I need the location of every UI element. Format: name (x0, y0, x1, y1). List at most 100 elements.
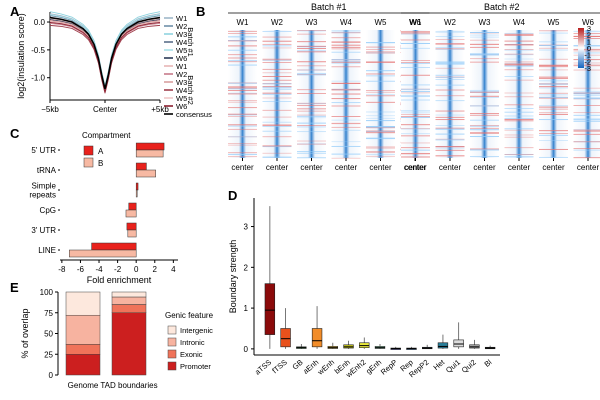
b-heatmap-row (262, 79, 292, 81)
b-heatmap-row (331, 41, 361, 43)
a-y-tick-label: -1.0 (31, 74, 45, 83)
e-legend-label: Intergenic (180, 326, 213, 335)
a-legend-label: W4 (176, 38, 187, 47)
b-heatmap-row (573, 149, 600, 151)
c-bar-a (135, 182, 139, 191)
b-heatmap-row (470, 91, 499, 93)
e-legend-label: Intronic (180, 338, 205, 347)
b-heatmap-row (262, 47, 292, 49)
a-legend-label: W2 (176, 22, 187, 31)
b-heatmap-row (228, 107, 257, 109)
b-heatmap-row (228, 40, 257, 42)
b-heatmap-row (435, 48, 465, 50)
c-bar-b (135, 169, 156, 178)
e-bar-segment-promoter (111, 312, 147, 376)
d-box-atss (264, 283, 276, 335)
b-heatmap-row (366, 132, 395, 133)
b-heatmap-row (331, 88, 361, 90)
b-heatmap-row (228, 156, 257, 158)
a-x-tick-label: Center (93, 105, 117, 114)
b-heatmap-row (297, 41, 326, 43)
b-heatmap-row (573, 133, 600, 135)
b-heatmap-row (435, 95, 465, 97)
b-heatmap-row (331, 126, 361, 128)
b-colorbar-tick-label: 3 (587, 24, 591, 33)
b-heatmap-row (366, 147, 395, 149)
b-heatmap-row (262, 145, 292, 147)
b-heatmap-row (539, 66, 568, 68)
b-heatmap-row (262, 86, 292, 88)
b-heatmap-row (539, 97, 568, 99)
b-column-label: W6 (582, 18, 595, 27)
c-legend-swatch (83, 157, 94, 168)
b-center-label: center (266, 163, 289, 172)
b-heatmap-column (435, 30, 465, 158)
b-colorbar-tick-label: 0 (587, 44, 591, 53)
b-heatmap-row (228, 125, 257, 127)
b-heatmap-row (573, 91, 600, 93)
b-heatmap-row (262, 156, 292, 158)
b-heatmap-row (401, 142, 430, 144)
e-bar-segment-intergenic (111, 291, 147, 298)
b-colorbar-tick-label: 2 (587, 31, 591, 40)
b-heatmap-row (228, 92, 257, 94)
b-heatmap-row (401, 95, 430, 97)
b-heatmap-row (262, 156, 292, 158)
c-x-tick-label: -2 (114, 265, 122, 274)
b-heatmap-row (470, 34, 499, 36)
b-heatmap-row (297, 143, 326, 145)
b-heatmap-row (366, 91, 395, 93)
c-bar-a (91, 242, 137, 251)
b-heatmap-row (539, 78, 568, 80)
b-colorbar-tick-label: 1 (587, 37, 591, 46)
b-heatmap-row (262, 83, 292, 85)
b-heatmap-row (539, 47, 568, 49)
b-heatmap-row (435, 89, 465, 91)
b-heatmap-row (366, 130, 395, 132)
b-heatmap-row (470, 127, 499, 129)
a-series-line-w6 (49, 19, 161, 91)
b-heatmap-row (504, 156, 534, 158)
b-heatmap-row (539, 140, 568, 141)
b-heatmap-row (331, 98, 361, 100)
c-legend-label: A (98, 147, 104, 156)
b-heatmap-column (504, 30, 534, 158)
b-heatmap-row (366, 151, 395, 153)
b-heatmap-row (297, 45, 326, 47)
b-heatmap-row (228, 60, 257, 61)
b-heatmap-row (262, 152, 292, 154)
b-heatmap-row (297, 115, 326, 117)
b-column-label: W4 (513, 18, 526, 27)
panel-a-insulation-profile: 0.0 -0.5 -1.0 −5kb Center +5kb log2(insulation… (16, 11, 212, 119)
b-heatmap-row (297, 131, 326, 133)
b-heatmap-row (262, 88, 292, 90)
b-heatmap-row (262, 62, 292, 63)
b-heatmap-row (228, 61, 257, 63)
b-heatmap-row (262, 97, 292, 99)
b-heatmap-row (435, 116, 465, 118)
b-heatmap-row (539, 134, 568, 136)
b-heatmap-row (297, 74, 326, 76)
b-heatmap-row (401, 149, 430, 151)
b-heatmap-row (470, 43, 499, 45)
b-heatmap-row (228, 30, 257, 32)
b-heatmap-row (228, 87, 257, 89)
b-heatmap-row (297, 110, 326, 112)
b-colorbar-tick-label: -2 (584, 57, 591, 66)
b-heatmap-row (366, 61, 395, 62)
b-heatmap-row (504, 64, 534, 66)
b-heatmap-row (539, 83, 568, 85)
b-heatmap-row (228, 60, 257, 62)
b-heatmap-row (435, 133, 465, 135)
b-heatmap-row (539, 30, 568, 32)
b-heatmap-row (297, 30, 326, 32)
d-x-tick-label: fTSS (270, 358, 289, 376)
b-heatmap-row (573, 48, 600, 50)
b-heatmap-row (228, 93, 257, 95)
a-series-line-w1 (49, 21, 161, 92)
b-heatmap-column (539, 30, 568, 158)
b-heatmap-row (331, 60, 361, 62)
b-heatmap-row (262, 58, 292, 60)
c-legend-title: Compartment (82, 131, 131, 140)
